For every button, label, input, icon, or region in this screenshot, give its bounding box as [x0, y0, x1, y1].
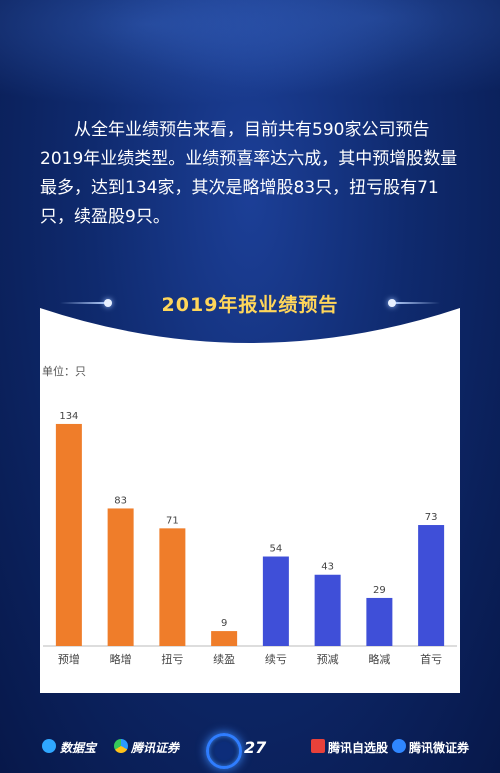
- footer-logo-shujubao: 数据宝: [60, 741, 97, 755]
- tencent-weizhengquan-icon: [392, 739, 406, 753]
- footer-bar: 数据宝 腾讯证券 27 腾讯自选股 腾讯微证券: [0, 730, 500, 773]
- chart-title: 2019年报业绩预告: [161, 294, 339, 316]
- bar-4: [262, 556, 289, 646]
- bar-5: [314, 574, 341, 646]
- footer-logo-tencent-stock: 腾讯自选股: [328, 741, 389, 755]
- x-tick-label-6: 略减: [368, 652, 390, 666]
- x-tick-label-7: 首亏: [420, 652, 442, 666]
- title-deco-dot-right: [388, 299, 396, 307]
- bar-value-label-2: 71: [166, 515, 179, 526]
- title-deco-line-left: [60, 302, 108, 304]
- footer-logo-tencent-securities: 腾讯证券: [131, 741, 180, 755]
- x-tick-label-2: 扭亏: [161, 652, 183, 666]
- x-tick-label-4: 续亏: [265, 652, 287, 666]
- bar-group: 134 预增 83 略增 71 扭亏 9 续盈 54 续亏 43 预减 29 略减 73 首亏: [55, 411, 445, 666]
- shujubao-logo-icon: [42, 739, 56, 753]
- tencent-securities-logo-icon: [114, 739, 128, 753]
- bar-value-label-1: 83: [114, 495, 127, 506]
- intro-paragraph: 从全年业绩预告来看，目前共有590家公司预告2019年业绩类型。业绩预喜率达六成…: [40, 120, 458, 227]
- chart-card: 单位：只 134 预增 83 略增 71 扭亏 9 续盈 54 续亏 43 预减 29 略减 73 首亏: [40, 308, 460, 693]
- x-tick-label-1: 略增: [110, 652, 132, 666]
- bar-value-label-5: 43: [321, 562, 334, 573]
- bar-0: [55, 423, 82, 646]
- bar-value-label-7: 73: [425, 512, 438, 523]
- world-map-background: [0, 0, 500, 120]
- title-deco-dot-left: [104, 299, 112, 307]
- x-tick-label-3: 续盈: [213, 652, 235, 666]
- bar-7: [418, 525, 445, 646]
- bar-value-label-4: 54: [270, 544, 283, 555]
- title-deco-line-right: [392, 302, 440, 304]
- bar-chart: 单位：只 134 预增 83 略增 71 扭亏 9 续盈 54 续亏 43 预减 29 略减 73 首亏: [40, 308, 460, 693]
- bar-value-label-3: 9: [221, 618, 227, 629]
- bar-3: [211, 631, 238, 646]
- unit-label: 单位：只: [42, 364, 86, 378]
- tencent-stock-app-icon: [311, 739, 325, 753]
- page-number: 27: [244, 738, 267, 757]
- chart-card-background: [40, 308, 460, 693]
- bar-value-label-0: 134: [59, 411, 78, 422]
- page-ring-icon: [206, 733, 242, 769]
- bar-2: [159, 528, 186, 646]
- x-tick-label-5: 预减: [317, 653, 339, 666]
- bar-value-label-6: 29: [373, 585, 386, 596]
- x-tick-label-0: 预增: [58, 652, 80, 666]
- bar-1: [107, 508, 134, 646]
- footer-logo-tencent-weizhengquan: 腾讯微证券: [409, 741, 470, 755]
- bar-6: [366, 597, 393, 646]
